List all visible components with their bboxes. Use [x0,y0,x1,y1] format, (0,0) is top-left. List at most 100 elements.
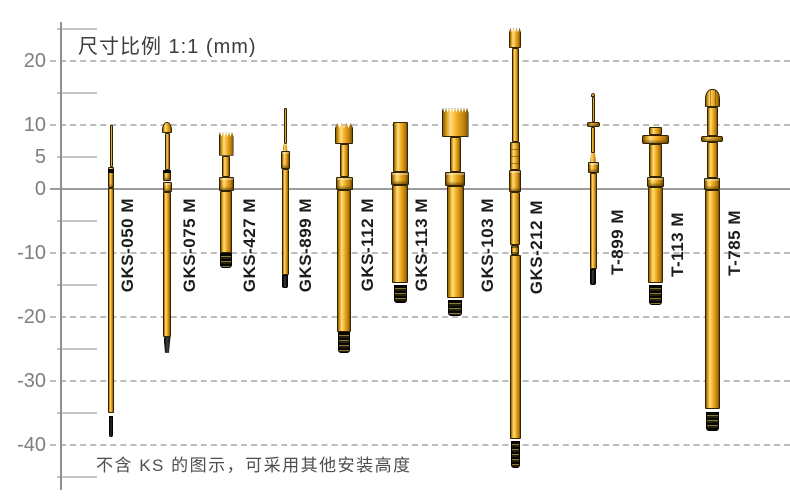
probe-segment-barrel [647,187,663,284]
axis-tick-label: 0 [34,178,46,200]
probe-segment-collar [335,176,353,191]
axis-minor-tick [57,220,97,222]
probe-segment-tipcone [163,336,171,353]
probe-segment-collar [445,171,465,186]
probe-segment-needle [591,96,595,122]
probe-label: T-785 M [725,210,744,276]
probe-segment-collar [646,176,664,188]
probe-segment-barrel [392,185,408,284]
probe-segment-tip [109,416,113,438]
probe-segment-collar [108,167,114,189]
probe-label: GKS-112 M [358,198,377,292]
probe-label: GKS-103 M [478,198,497,293]
probe-segment-thread [705,411,719,431]
probe-segment-barrel [281,169,289,275]
axis-minor-tick [57,92,97,94]
axis-tick-label: 10 [23,114,46,136]
axis-minor-tick [57,348,97,350]
probe-segment-stripe [163,169,171,173]
probe-segment-flange [586,121,600,127]
probe-segment-cap [704,89,720,108]
probe-segment-thread [648,285,662,305]
probe-label: GKS-050 M [118,198,137,293]
probe-segment-shaft [648,144,662,177]
probe-segment-ball [591,93,595,97]
probe-segment-crown [441,107,469,138]
probe-segment-thread [448,299,462,316]
axis-minor-tick [57,284,97,286]
axis-tick-label: -40 [17,434,46,456]
probe-segment-barrel [446,185,464,298]
probe-segment-barrel [589,173,597,269]
probe-segment-neck [706,107,718,136]
probe-segment-crown [509,27,521,49]
gridline [50,444,790,446]
probe-segment-barrel [337,190,351,332]
probe-label: GKS-212 M [527,200,546,295]
gridline [50,124,790,126]
probe-segment-neck [164,133,170,170]
probe-segment-thread [338,331,350,353]
axis-minor-tick [57,156,97,158]
probe-label: GKS-113 M [412,198,431,292]
zero-gridline [50,188,790,190]
probe-segment-block [392,121,408,172]
probe-segment-ball [162,121,172,134]
probe-segment-barrel [510,192,520,246]
probe-segment-barrel [220,190,232,253]
probe-segment-neck [591,126,595,154]
probe-segment-stripe [108,168,114,173]
gridline [50,380,790,382]
axis-tick-label: 5 [34,146,46,168]
gridline [50,252,790,254]
axis-minor-tick [57,28,97,30]
probe-segment-barrel [704,190,720,410]
probe-segment-ribbed [510,142,520,170]
probe-segment-tip [282,274,288,289]
axis-tick-label: -20 [17,306,46,328]
probe-segment-flange [701,135,723,143]
probe-segment-barrel [163,192,171,337]
probe-segment-crown [335,123,353,145]
probe-segment-collar [280,151,290,170]
probe-segment-flange [641,135,669,145]
gridline [50,60,790,62]
probe-segment-collar [509,169,521,193]
probe-segment-barrel [509,254,521,440]
probe-segment-tip [590,269,596,285]
axis-minor-tick [57,476,97,478]
probe-segment-cone [590,153,596,163]
probe-segment-block [648,126,662,136]
probe-segment-barrel [108,188,114,413]
gridline [50,316,790,318]
probe-segment-thread [220,253,232,269]
probe-label: GKS-899 M [296,198,315,293]
probe-segment-thread [393,285,407,303]
axis-tick-label: -10 [17,242,46,264]
axis-line [60,22,62,490]
probe-segment-needle [109,125,113,168]
probe-label: T-899 M [608,209,627,275]
probe-segment-collar [704,178,720,191]
footnote: 不含 KS 的图示，可采用其他安装高度 [96,456,412,475]
probe-segment-collar [391,171,409,186]
probe-label: GKS-075 M [180,198,199,293]
probe-segment-thread [510,441,520,469]
probe-segment-shaft [706,142,718,179]
probe-label: GKS-427 M [240,198,259,293]
probe-segment-shaft [339,144,349,177]
probe-segment-collar [218,176,234,191]
axis-minor-tick [57,412,97,414]
probe-segment-shaft [511,48,519,143]
probe-segment-collar [162,181,172,193]
probe-label: T-113 M [668,212,687,277]
axis-tick-label: 20 [23,50,46,72]
probe-segment-crown [218,132,234,156]
probe-segment-needle [283,107,287,145]
probe-segment-shaft [449,137,461,172]
axis-tick-label: -30 [17,370,46,392]
probe-segment-cone [282,144,288,152]
probe-segment-joint [511,245,519,255]
scale-title: 尺寸比例 1:1 (mm) [78,36,257,58]
probe-segment-shaft [222,155,230,177]
